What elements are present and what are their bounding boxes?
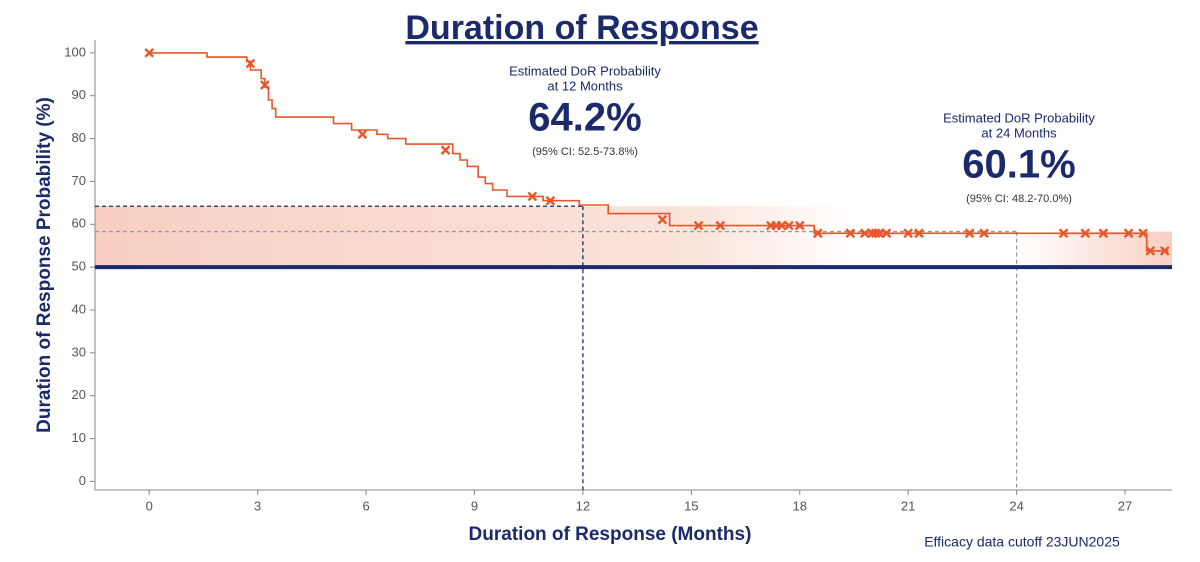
y-tick-label: 40 [72,301,86,316]
y-tick-label: 80 [72,130,86,145]
annotation-heading: Estimated DoR Probability [509,63,661,78]
censor-mark [812,228,823,239]
censor-mark [794,220,805,231]
x-tick-label: 24 [1009,498,1023,513]
censor-mark [357,129,368,140]
y-tick-label: 70 [72,173,86,188]
chart-title: Duration of Response [405,9,758,47]
shaded-band [95,206,852,268]
censor-mark [657,214,668,225]
annotation-ci: (95% CI: 52.5-73.8%) [532,146,638,158]
y-tick-label: 30 [72,344,86,359]
x-axis-label: Duration of Response (Months) [469,524,752,545]
censor-mark [527,191,538,202]
censor-mark [903,228,914,239]
censor-mark [784,220,794,231]
annotation-heading: at 12 Months [547,78,623,93]
censor-mark [881,228,892,239]
y-axis-label: Duration of Response Probability (%) [34,97,55,433]
x-tick-label: 3 [254,498,261,513]
censor-mark [693,220,704,231]
x-tick-label: 6 [362,498,369,513]
censor-mark [1098,228,1109,239]
y-tick-label: 20 [72,387,86,402]
annotation-ci: (95% CI: 48.2-70.0%) [966,193,1072,205]
censor-mark [979,228,989,239]
footnote: Efficacy data cutoff 23JUN2025 [924,534,1120,550]
censor-mark [776,220,787,231]
y-tick-label: 90 [72,87,86,102]
y-tick-label: 10 [72,430,86,445]
censor-mark [914,228,924,239]
censor-mark [1145,246,1156,256]
km-curve [149,52,1169,252]
annotation-heading: at 24 Months [981,125,1057,140]
censor-mark [260,80,270,90]
censor-mark [1138,228,1148,239]
x-tick-label: 27 [1118,498,1132,513]
x-tick-label: 21 [901,498,915,513]
censor-mark [870,228,881,239]
annotation-heading: Estimated DoR Probability [943,110,1095,125]
censor-mark [245,58,256,69]
y-tick-label: 0 [79,473,86,488]
censor-mark [1058,228,1069,239]
censor-mark [1159,246,1170,256]
y-tick-label: 100 [64,44,86,59]
x-tick-label: 18 [793,498,807,513]
x-tick-label: 15 [684,498,698,513]
censor-mark [1123,228,1134,239]
censor-mark [964,228,975,239]
censor-mark [1080,228,1091,239]
censor-mark [859,228,870,239]
annotation-value: 64.2% [528,96,641,140]
censor-mark [440,145,451,155]
censor-mark [545,195,556,206]
y-tick-label: 50 [72,259,86,274]
censor-mark [874,228,885,239]
censor-mark [144,48,155,58]
annotation-value: 60.1% [962,143,1075,187]
x-tick-label: 0 [146,498,153,513]
censor-mark [715,220,726,231]
x-tick-label: 9 [471,498,478,513]
censor-mark [867,228,877,239]
x-tick-label: 12 [576,498,590,513]
censor-mark [845,228,856,239]
y-tick-label: 60 [72,216,86,231]
